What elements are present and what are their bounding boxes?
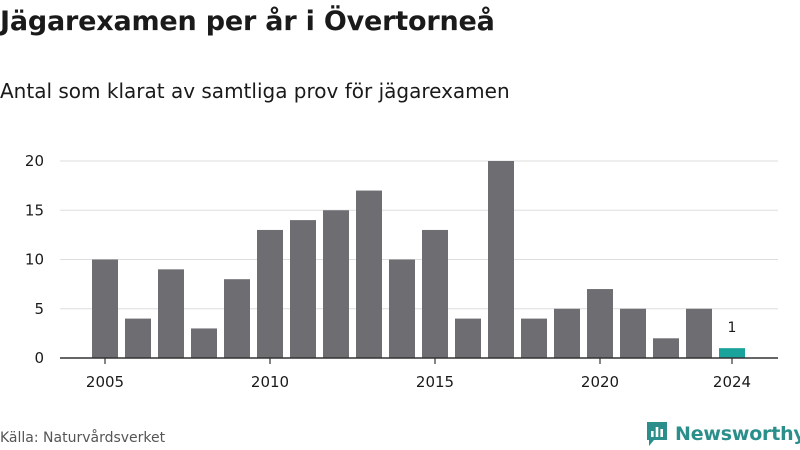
brand-name: Newsworthy [675, 423, 800, 445]
y-axis-ticks: 0 5 10 15 20 [25, 152, 44, 367]
chart-title: Jägarexamen per år i Övertorneå [0, 6, 495, 37]
bar-2011 [290, 220, 316, 358]
x-tick-label-2010: 2010 [251, 373, 289, 391]
bar-chart: 0 5 10 15 20 2005 2010 2015 2020 2024 1 [25, 152, 778, 391]
data-labels: 1 [728, 320, 737, 336]
bar-2016 [455, 318, 481, 358]
bar-2013 [356, 190, 382, 358]
bar-2007 [158, 269, 184, 358]
y-tick-label-10: 10 [25, 251, 44, 269]
bar-2014 [389, 259, 415, 358]
bar-2009 [224, 279, 250, 358]
bar-2020 [587, 289, 613, 358]
bar-2017 [488, 161, 514, 358]
y-tick-label-0: 0 [34, 349, 44, 367]
y-tick-label-20: 20 [25, 152, 44, 170]
x-tick-label-2020: 2020 [581, 373, 619, 391]
bar-2008 [191, 328, 217, 358]
bar-2015 [422, 229, 448, 358]
bars [92, 161, 745, 358]
source-note: Källa: Naturvårdsverket [0, 430, 166, 446]
x-tick-label-2005: 2005 [86, 373, 124, 391]
x-tick-label-2015: 2015 [416, 373, 454, 391]
bar-2024 [719, 348, 745, 358]
chart-subtitle: Antal som klarat av samtliga prov för jä… [0, 79, 510, 103]
y-tick-label-15: 15 [25, 201, 44, 219]
bar-2006 [125, 318, 151, 358]
bar-2019 [554, 308, 580, 358]
y-tick-label-5: 5 [34, 300, 44, 318]
bar-2010 [257, 229, 283, 358]
x-axis-ticks: 2005 2010 2015 2020 2024 [60, 357, 778, 391]
bar-2021 [620, 308, 646, 358]
brand: Newsworthy [645, 420, 800, 448]
bar-2005 [92, 259, 118, 358]
bar-2012 [323, 210, 349, 358]
data-label-2024: 1 [728, 320, 737, 336]
bar-2018 [521, 318, 547, 358]
x-tick-label-2024: 2024 [713, 373, 751, 391]
bar-2023 [686, 308, 712, 358]
newsworthy-logo-icon [647, 422, 667, 446]
bar-2022 [653, 338, 679, 358]
